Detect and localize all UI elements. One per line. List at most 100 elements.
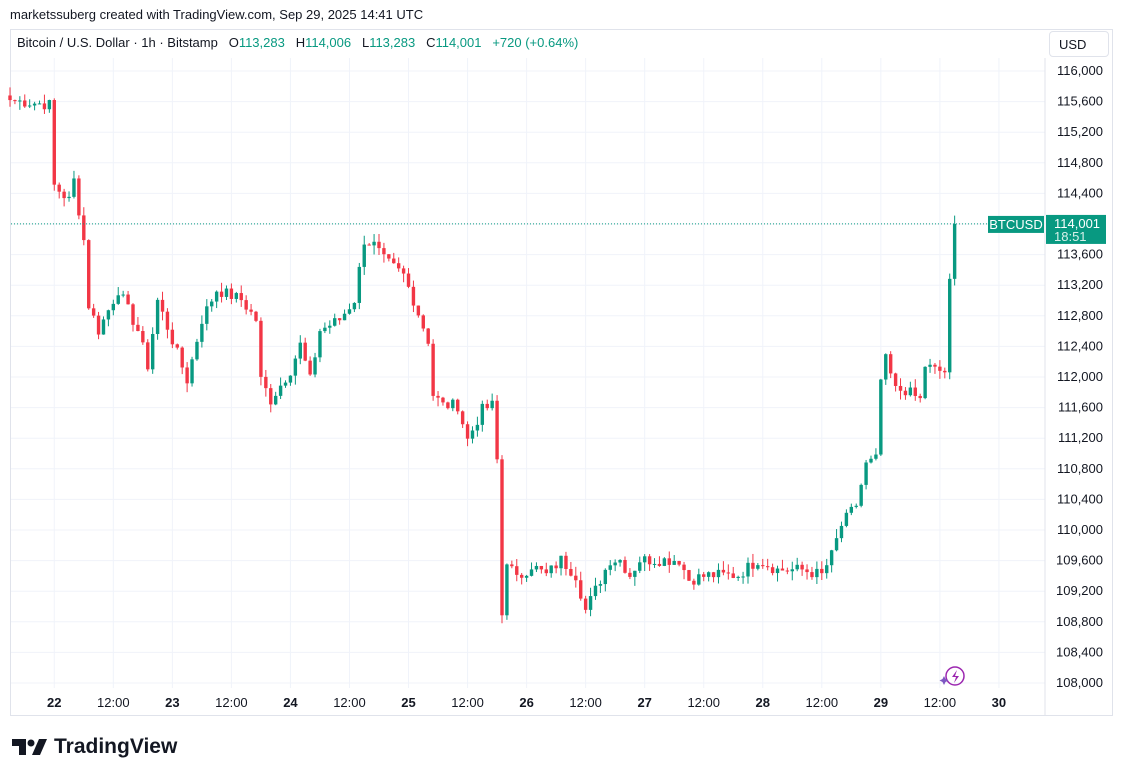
- candle-body[interactable]: [406, 273, 411, 287]
- candle-body[interactable]: [844, 512, 849, 526]
- candle-body[interactable]: [421, 315, 425, 329]
- candle-body[interactable]: [908, 387, 913, 396]
- candle-body[interactable]: [938, 366, 942, 371]
- candle-body[interactable]: [746, 562, 750, 577]
- candle-body[interactable]: [952, 223, 957, 279]
- candle-body[interactable]: [510, 564, 514, 567]
- candle-body[interactable]: [32, 103, 37, 106]
- candle-body[interactable]: [210, 301, 214, 307]
- candle-body[interactable]: [13, 100, 17, 102]
- candle-body[interactable]: [62, 191, 66, 199]
- candle-body[interactable]: [933, 364, 937, 367]
- candle-body[interactable]: [27, 105, 32, 107]
- candle-body[interactable]: [357, 266, 362, 303]
- candle-body[interactable]: [736, 576, 740, 578]
- candle-body[interactable]: [657, 563, 662, 566]
- candle-body[interactable]: [278, 385, 283, 396]
- candle-body[interactable]: [642, 556, 647, 563]
- candle-body[interactable]: [495, 400, 499, 460]
- candle-body[interactable]: [47, 100, 52, 110]
- candle-body[interactable]: [116, 295, 120, 304]
- candle-body[interactable]: [8, 95, 12, 101]
- candle-body[interactable]: [23, 100, 27, 107]
- candle-body[interactable]: [923, 366, 927, 399]
- candle-body[interactable]: [470, 430, 475, 439]
- candle-body[interactable]: [362, 244, 366, 267]
- candle-body[interactable]: [805, 569, 809, 573]
- candle-body[interactable]: [785, 570, 790, 572]
- candle-body[interactable]: [731, 573, 735, 578]
- candle-body[interactable]: [652, 563, 657, 565]
- candle-body[interactable]: [810, 572, 814, 578]
- candle-body[interactable]: [948, 278, 952, 373]
- candle-body[interactable]: [775, 568, 780, 574]
- candle-body[interactable]: [903, 390, 908, 396]
- candle-body[interactable]: [879, 379, 883, 455]
- candle-body[interactable]: [770, 567, 775, 574]
- candle-body[interactable]: [456, 399, 460, 412]
- candle-body[interactable]: [554, 565, 558, 569]
- candle-body[interactable]: [667, 558, 671, 565]
- candle-body[interactable]: [229, 288, 234, 299]
- candle-body[interactable]: [697, 574, 701, 585]
- candle-body[interactable]: [239, 293, 243, 301]
- candle-body[interactable]: [765, 566, 770, 568]
- candle-body[interactable]: [928, 364, 932, 367]
- candle-body[interactable]: [874, 454, 878, 459]
- candle-body[interactable]: [352, 302, 357, 310]
- candle-body[interactable]: [200, 323, 204, 342]
- candle-body[interactable]: [195, 341, 199, 360]
- candle-body[interactable]: [485, 403, 489, 409]
- candle-body[interactable]: [313, 357, 317, 375]
- candle-body[interactable]: [893, 373, 898, 386]
- candle-body[interactable]: [687, 570, 691, 581]
- candle-body[interactable]: [613, 562, 617, 566]
- candle-body[interactable]: [273, 395, 278, 405]
- candle-body[interactable]: [416, 305, 421, 316]
- candle-body[interactable]: [347, 309, 352, 314]
- candle-body[interactable]: [244, 300, 248, 310]
- candle-body[interactable]: [131, 304, 135, 325]
- candle-body[interactable]: [741, 576, 745, 578]
- candle-body[interactable]: [377, 241, 381, 249]
- candle-body[interactable]: [574, 575, 578, 581]
- candle-body[interactable]: [583, 598, 588, 610]
- candle-body[interactable]: [446, 402, 450, 409]
- candle-body[interactable]: [96, 315, 101, 335]
- candle-body[interactable]: [52, 100, 56, 185]
- candle-body[interactable]: [500, 459, 504, 616]
- candle-body[interactable]: [234, 293, 239, 299]
- candle-body[interactable]: [864, 462, 868, 485]
- candle-body[interactable]: [18, 100, 22, 102]
- candle-body[interactable]: [328, 325, 332, 328]
- candle-body[interactable]: [121, 294, 125, 296]
- candle-body[interactable]: [898, 385, 903, 391]
- candle-body[interactable]: [57, 184, 61, 192]
- candle-body[interactable]: [623, 559, 627, 573]
- candle-body[interactable]: [790, 569, 794, 572]
- candle-body[interactable]: [205, 306, 209, 324]
- candle-body[interactable]: [706, 572, 711, 577]
- candle-body[interactable]: [451, 399, 455, 409]
- candle-body[interactable]: [505, 564, 509, 616]
- candle-body[interactable]: [800, 564, 804, 570]
- candle-body[interactable]: [288, 375, 293, 383]
- candle-body[interactable]: [869, 458, 873, 463]
- symbol-title[interactable]: Bitcoin / U.S. Dollar · 1h · Bitstamp: [17, 35, 218, 50]
- candle-body[interactable]: [382, 248, 386, 255]
- candle-body[interactable]: [579, 580, 583, 599]
- candle-body[interactable]: [834, 538, 839, 551]
- candle-body[interactable]: [126, 294, 130, 305]
- candle-body[interactable]: [544, 569, 548, 574]
- candle-body[interactable]: [67, 196, 71, 199]
- candle-body[interactable]: [42, 103, 47, 110]
- candle-body[interactable]: [367, 244, 371, 246]
- candle-body[interactable]: [141, 331, 145, 343]
- candle-body[interactable]: [913, 387, 917, 396]
- candle-body[interactable]: [224, 288, 229, 297]
- candle-body[interactable]: [214, 291, 219, 302]
- candle-body[interactable]: [943, 370, 947, 373]
- candle-body[interactable]: [490, 400, 494, 409]
- candle-body[interactable]: [751, 562, 755, 569]
